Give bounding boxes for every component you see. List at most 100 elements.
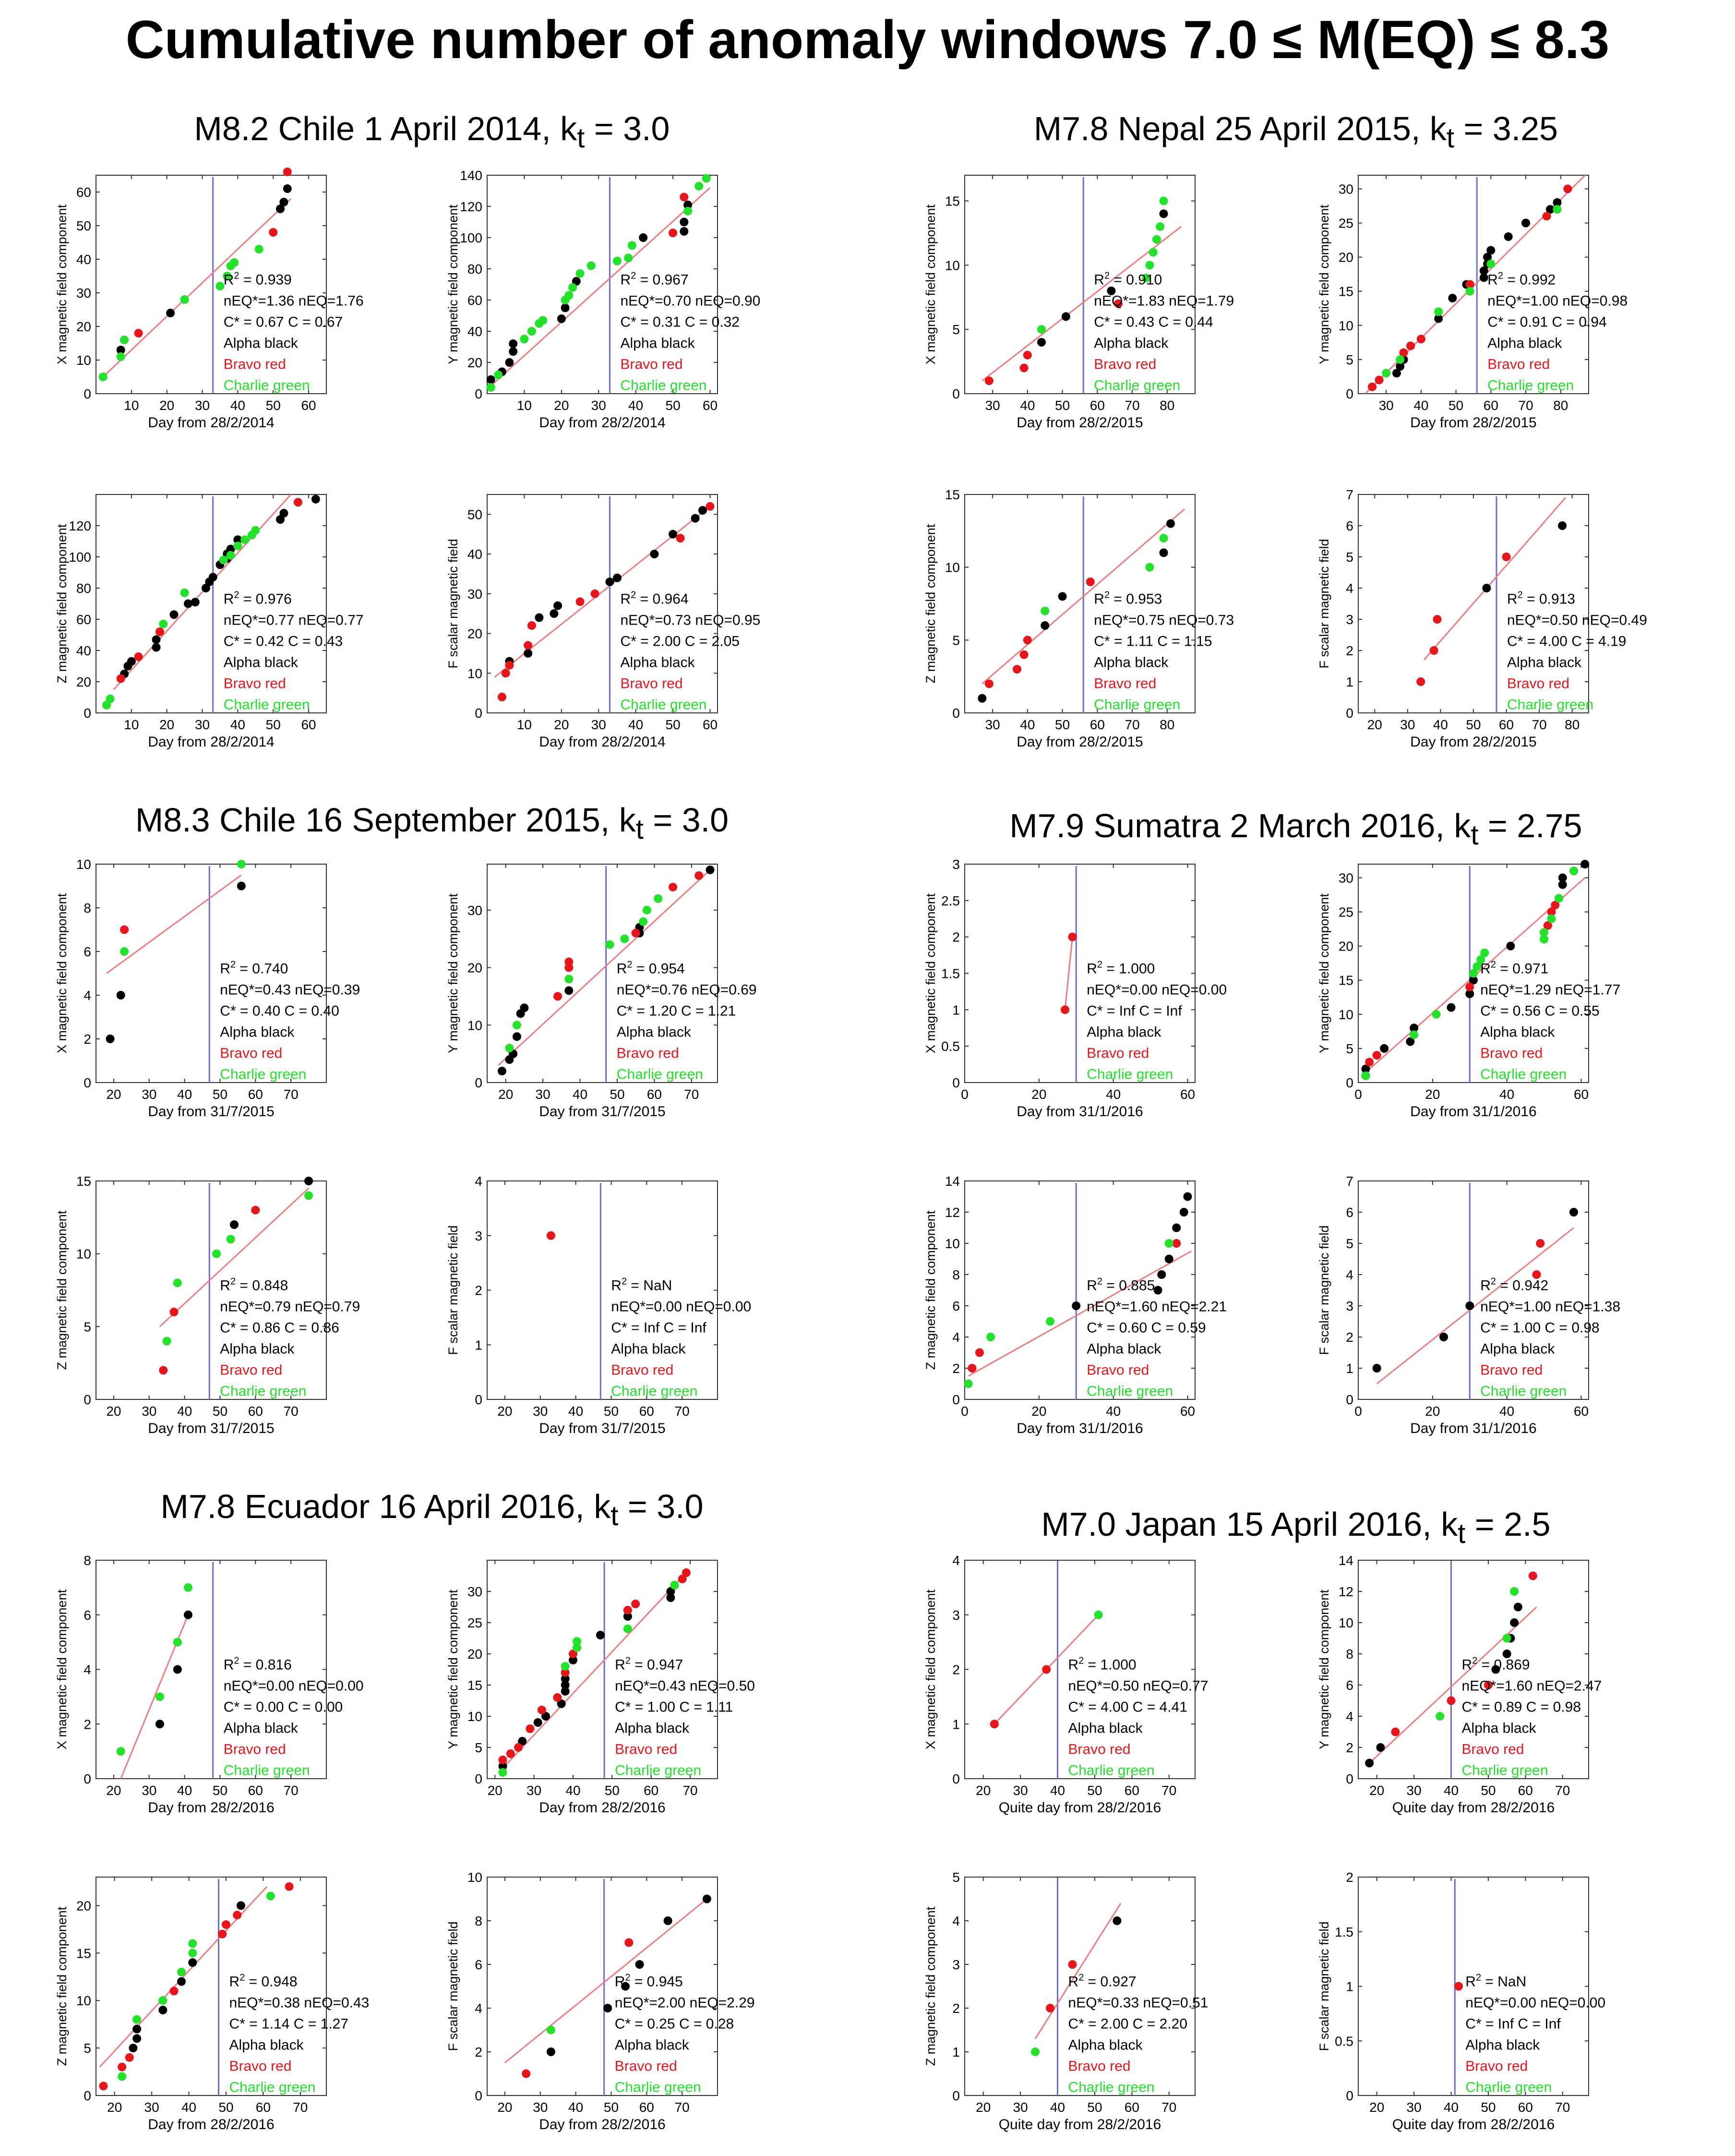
x-tick-label: 20 <box>106 1087 121 1102</box>
alpha-point <box>173 1665 182 1674</box>
x-tick-label: 50 <box>1481 2100 1496 2115</box>
regression-line <box>981 508 1185 685</box>
alpha-point <box>512 1032 521 1041</box>
legend-bravo: Bravo red <box>224 357 286 373</box>
y-tick-label: 0 <box>475 2088 482 2103</box>
y-tick-label: 14 <box>945 1174 960 1189</box>
r-value: = 0.848 <box>236 1278 288 1294</box>
event-title-text: M7.0 Japan 15 April 2016, k <box>1041 1506 1458 1543</box>
neq-label: nEQ*=0.38 nEQ=0.43 <box>229 1995 369 2011</box>
bravo-point <box>1019 650 1029 659</box>
regression-line <box>981 226 1182 382</box>
subplot-y-2: 10 20 30 40 50 60 0 20 40 60 80 100 120 140 Day from 2… <box>446 168 760 431</box>
charlie-point <box>1569 867 1579 876</box>
x-tick-label: 10 <box>124 398 139 413</box>
r-superscript: 2 <box>1472 1656 1477 1666</box>
regression-line <box>498 1572 687 1773</box>
alpha-point <box>1072 1301 1081 1310</box>
y-tick-label: 1 <box>1346 1979 1353 1994</box>
r-value: = 0.971 <box>1496 961 1548 977</box>
charlie-point <box>1152 235 1161 244</box>
x-axis-label: Day from 28/2/2016 <box>148 1800 274 1816</box>
x-tick-label: 20 <box>976 1783 991 1798</box>
r-squared-label: R2 = 0.971 <box>1480 960 1548 977</box>
x-tick-label: 20 <box>554 717 569 732</box>
y-tick-label: 15 <box>76 1174 91 1189</box>
y-tick-label: 0 <box>475 1392 482 1407</box>
bravo-point <box>1023 636 1032 645</box>
alpha-point <box>276 205 285 213</box>
x-tick-label: 50 <box>610 1087 624 1102</box>
x-axis-label: Day from 28/2/2014 <box>148 415 274 431</box>
x-tick-label: 20 <box>106 1783 121 1798</box>
r-value: = 0.976 <box>239 591 291 607</box>
y-tick-label: 14 <box>1339 1553 1353 1568</box>
legend-alpha: Alpha black <box>1087 1341 1161 1357</box>
y-tick-label: 3 <box>952 1608 960 1623</box>
y-tick-label: 0 <box>475 1771 482 1786</box>
y-tick-label: 5 <box>84 2041 91 2056</box>
legend-charlie: Charlie green <box>220 1384 306 1399</box>
alpha-point <box>568 1656 577 1664</box>
r-superscript: 2 <box>1491 1277 1496 1287</box>
charlie-point <box>527 327 536 336</box>
regression-line <box>504 1898 707 2063</box>
charlie-point <box>1434 307 1443 316</box>
x-tick-label: 20 <box>554 398 569 413</box>
alpha-point <box>666 1587 675 1596</box>
alpha-point <box>550 609 559 618</box>
x-tick-label: 70 <box>1555 2100 1570 2115</box>
legend-bravo: Bravo red <box>1465 2059 1528 2074</box>
alpha-point <box>639 233 648 242</box>
legend-alpha: Alpha black <box>615 1721 690 1736</box>
alpha-point <box>509 339 518 348</box>
plot-frame <box>487 175 718 394</box>
y-tick-label: 4 <box>952 1330 960 1345</box>
x-tick-label: 40 <box>177 1404 192 1419</box>
bravo-point <box>564 957 574 966</box>
y-tick-label: 6 <box>84 1608 91 1623</box>
y-axis-label: Z magnetic field component <box>923 1906 938 2066</box>
bravo-point <box>590 589 599 598</box>
bravo-point <box>694 871 704 880</box>
charlie-point <box>639 917 648 926</box>
r-squared-label: R2 = 0.954 <box>617 960 685 977</box>
y-tick-label: 8 <box>475 1914 482 1928</box>
x-tick-label: 70 <box>1519 398 1533 413</box>
charlie-point <box>612 256 622 265</box>
x-tick-label: 10 <box>517 398 532 413</box>
charlie-point <box>1031 2048 1040 2056</box>
r-squared-label: R2 = 0.948 <box>229 1973 297 1990</box>
alpha-point <box>533 1718 542 1727</box>
y-tick-label: 20 <box>467 1647 482 1662</box>
r-superscript: 2 <box>1097 1277 1102 1287</box>
y-tick-label: 10 <box>76 857 91 872</box>
alpha-point <box>564 986 574 995</box>
c-ratio-label: C* = 0.86 C = 0.86 <box>220 1320 339 1336</box>
event-title-ecuador-2016: M7.8 Ecuador 16 April 2016, kt = 3.0 <box>10 1487 854 1532</box>
event-title-text: M7.9 Sumatra 2 March 2016, k <box>1009 807 1471 844</box>
y-tick-label: 5 <box>952 1870 960 1885</box>
y-tick-label: 6 <box>84 944 91 959</box>
y-tick-label: 2 <box>475 1283 482 1298</box>
x-tick-label: 30 <box>1013 1783 1028 1798</box>
y-tick-label: 50 <box>467 507 482 522</box>
bravo-point <box>669 229 678 238</box>
alpha-point <box>279 198 288 206</box>
x-axis-label: Day from 28/2/2015 <box>1410 734 1536 750</box>
x-tick-label: 70 <box>1161 1783 1176 1798</box>
charlie-point <box>233 542 242 551</box>
y-tick-label: 120 <box>460 199 482 214</box>
bravo-point <box>505 661 514 670</box>
subplot-z-15: 0 20 40 60 0 2 4 6 8 10 12 14 Day from 31/1/2016 Z ma… <box>923 1174 1227 1436</box>
x-tick-label: 30 <box>1407 2100 1422 2115</box>
legend-charlie: Charlie green <box>1487 378 1574 394</box>
charlie-point <box>1410 1030 1419 1039</box>
alpha-point <box>1061 312 1070 321</box>
bravo-point <box>631 1600 640 1608</box>
subplot-x-13: 0 20 40 60 0 0.5 1 1.5 2 2.5 3 Day from 31/1/2016 X … <box>923 857 1227 1120</box>
r-value: = 1.000 <box>1102 961 1155 977</box>
legend-alpha: Alpha black <box>1094 336 1169 351</box>
r-squared-label: R2 = 0.927 <box>1068 1973 1137 1990</box>
x-tick-label: 50 <box>604 1404 619 1419</box>
